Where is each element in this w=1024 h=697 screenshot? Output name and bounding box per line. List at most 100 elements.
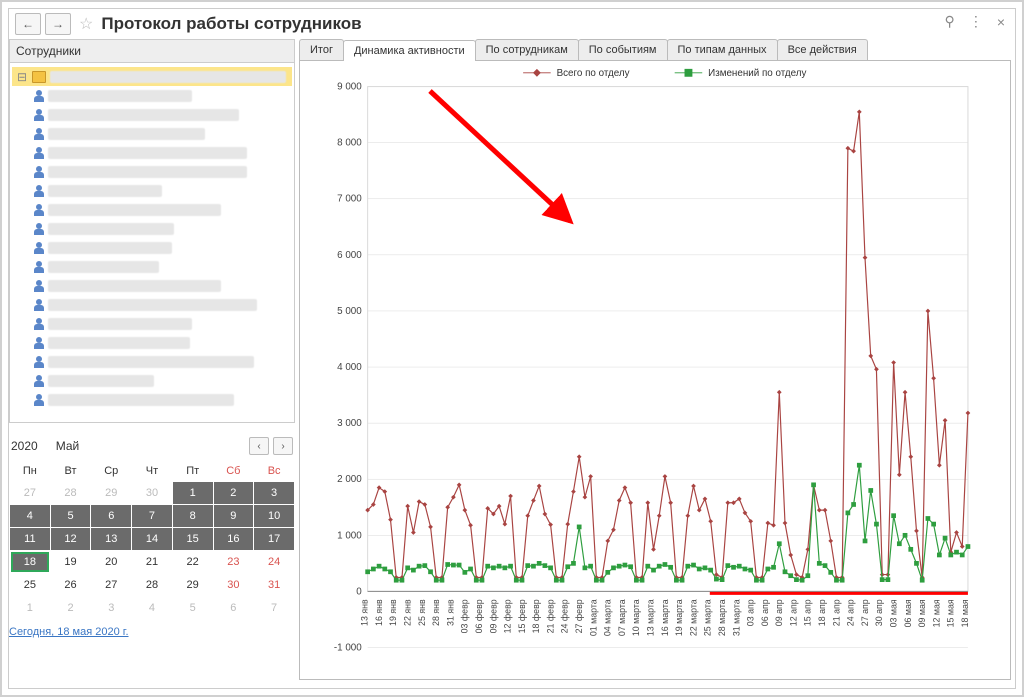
expand-toggle-icon[interactable]: ⊟ bbox=[16, 70, 28, 84]
calendar-day[interactable]: 2 bbox=[214, 482, 254, 504]
calendar-day[interactable]: 27 bbox=[10, 482, 50, 504]
svg-text:28 янв: 28 янв bbox=[431, 599, 441, 626]
calendar-dow: Пт bbox=[172, 461, 213, 482]
calendar-day[interactable]: 1 bbox=[173, 482, 213, 504]
calendar-day[interactable]: 31 bbox=[254, 574, 294, 596]
activity-chart: -1 00001 0002 0003 0004 0005 0006 0007 0… bbox=[299, 61, 1011, 680]
calendar-day[interactable]: 4 bbox=[132, 597, 172, 619]
nav-back-button[interactable]: ← bbox=[15, 13, 41, 35]
calendar-day[interactable]: 6 bbox=[214, 597, 254, 619]
calendar-day[interactable]: 13 bbox=[91, 528, 131, 550]
calendar-day[interactable]: 17 bbox=[254, 528, 294, 550]
employee-tree-item[interactable] bbox=[12, 162, 292, 181]
tab-1[interactable]: Динамика активности bbox=[343, 40, 476, 61]
svg-text:-1 000: -1 000 bbox=[334, 642, 362, 653]
calendar-day[interactable]: 16 bbox=[214, 528, 254, 550]
svg-text:15 февр: 15 февр bbox=[517, 599, 527, 633]
calendar-day[interactable]: 21 bbox=[132, 551, 172, 573]
favorite-star-icon[interactable]: ☆ bbox=[79, 14, 93, 34]
person-icon bbox=[34, 318, 44, 330]
calendar-today-link[interactable]: Сегодня, 18 мая 2020 г. bbox=[9, 626, 129, 638]
calendar-day[interactable]: 3 bbox=[91, 597, 131, 619]
calendar-day[interactable]: 28 bbox=[51, 482, 91, 504]
calendar-day[interactable]: 28 bbox=[132, 574, 172, 596]
svg-text:12 февр: 12 февр bbox=[503, 599, 513, 633]
calendar-day[interactable]: 5 bbox=[51, 505, 91, 527]
employee-tree-item[interactable] bbox=[12, 181, 292, 200]
calendar-day[interactable]: 29 bbox=[173, 574, 213, 596]
employee-tree-item[interactable] bbox=[12, 314, 292, 333]
nav-forward-button[interactable]: → bbox=[45, 13, 71, 35]
calendar-day[interactable]: 19 bbox=[51, 551, 91, 573]
calendar-day[interactable]: 1 bbox=[10, 597, 50, 619]
svg-text:03 мая: 03 мая bbox=[888, 599, 898, 627]
calendar-day[interactable]: 2 bbox=[51, 597, 91, 619]
calendar-day[interactable]: 22 bbox=[173, 551, 213, 573]
calendar-day[interactable]: 14 bbox=[132, 528, 172, 550]
employee-tree-item[interactable] bbox=[12, 105, 292, 124]
calendar-day[interactable]: 18 bbox=[11, 552, 49, 572]
employee-tree-item[interactable] bbox=[12, 276, 292, 295]
calendar-day[interactable]: 24 bbox=[254, 551, 294, 573]
calendar-day[interactable]: 30 bbox=[214, 574, 254, 596]
employee-tree-item[interactable] bbox=[12, 238, 292, 257]
person-icon bbox=[34, 356, 44, 368]
calendar-day[interactable]: 20 bbox=[91, 551, 131, 573]
close-icon[interactable]: × bbox=[997, 14, 1005, 30]
employee-tree-item[interactable] bbox=[12, 219, 292, 238]
employee-tree-item[interactable] bbox=[12, 333, 292, 352]
tab-3[interactable]: По событиям bbox=[578, 39, 668, 60]
calendar-day[interactable]: 8 bbox=[173, 505, 213, 527]
calendar-day[interactable]: 10 bbox=[254, 505, 294, 527]
calendar-day[interactable]: 26 bbox=[51, 574, 91, 596]
employee-tree-item[interactable] bbox=[12, 86, 292, 105]
calendar-month[interactable]: Май bbox=[56, 439, 80, 453]
employee-tree-item[interactable] bbox=[12, 257, 292, 276]
calendar-day[interactable]: 30 bbox=[132, 482, 172, 504]
calendar-day[interactable]: 27 bbox=[91, 574, 131, 596]
calendar-day[interactable]: 25 bbox=[10, 574, 50, 596]
calendar-day[interactable]: 15 bbox=[173, 528, 213, 550]
employee-tree-item[interactable] bbox=[12, 124, 292, 143]
employee-tree-item[interactable] bbox=[12, 295, 292, 314]
calendar-day[interactable]: 6 bbox=[91, 505, 131, 527]
person-icon bbox=[34, 242, 44, 254]
calendar-day[interactable]: 11 bbox=[10, 528, 50, 550]
employee-tree-item[interactable] bbox=[12, 352, 292, 371]
calendar-day[interactable]: 23 bbox=[214, 551, 254, 573]
calendar-day[interactable]: 4 bbox=[10, 505, 50, 527]
calendar-day[interactable]: 9 bbox=[214, 505, 254, 527]
person-icon bbox=[34, 147, 44, 159]
calendar-grid[interactable]: ПнВтСрЧтПтСбВс27282930123456789101112131… bbox=[9, 461, 295, 620]
svg-text:16 марта: 16 марта bbox=[660, 599, 670, 636]
calendar-day[interactable]: 7 bbox=[132, 505, 172, 527]
svg-text:24 февр: 24 февр bbox=[560, 599, 570, 633]
employee-tree-item[interactable] bbox=[12, 143, 292, 162]
employees-tree[interactable]: ⊟ bbox=[9, 63, 295, 423]
tab-2[interactable]: По сотрудникам bbox=[475, 39, 579, 60]
svg-text:31 янв: 31 янв bbox=[445, 599, 455, 626]
calendar-day[interactable]: 12 bbox=[51, 528, 91, 550]
svg-text:4 000: 4 000 bbox=[337, 362, 362, 373]
tab-bar: ИтогДинамика активностиПо сотрудникамПо … bbox=[299, 39, 1011, 61]
svg-text:06 апр: 06 апр bbox=[760, 599, 770, 626]
link-icon[interactable]: ⚲ bbox=[945, 13, 955, 30]
svg-text:Изменений по отделу: Изменений по отделу bbox=[708, 68, 806, 79]
tab-0[interactable]: Итог bbox=[299, 39, 344, 60]
calendar-day[interactable]: 7 bbox=[254, 597, 294, 619]
tab-5[interactable]: Все действия bbox=[777, 39, 868, 60]
calendar-next-button[interactable]: › bbox=[273, 437, 293, 455]
calendar-year[interactable]: 2020 bbox=[11, 439, 38, 453]
calendar-prev-button[interactable]: ‹ bbox=[249, 437, 269, 455]
tab-4[interactable]: По типам данных bbox=[667, 39, 778, 60]
employee-tree-item[interactable] bbox=[12, 371, 292, 390]
employee-tree-item[interactable] bbox=[12, 390, 292, 409]
calendar-day[interactable]: 5 bbox=[173, 597, 213, 619]
employee-tree-item[interactable] bbox=[12, 200, 292, 219]
folder-label bbox=[50, 71, 286, 83]
calendar-day[interactable]: 3 bbox=[254, 482, 294, 504]
menu-icon[interactable]: ⋮ bbox=[969, 13, 983, 30]
calendar-day[interactable]: 29 bbox=[91, 482, 131, 504]
svg-text:2 000: 2 000 bbox=[337, 474, 362, 485]
svg-text:03 февр: 03 февр bbox=[460, 599, 470, 633]
